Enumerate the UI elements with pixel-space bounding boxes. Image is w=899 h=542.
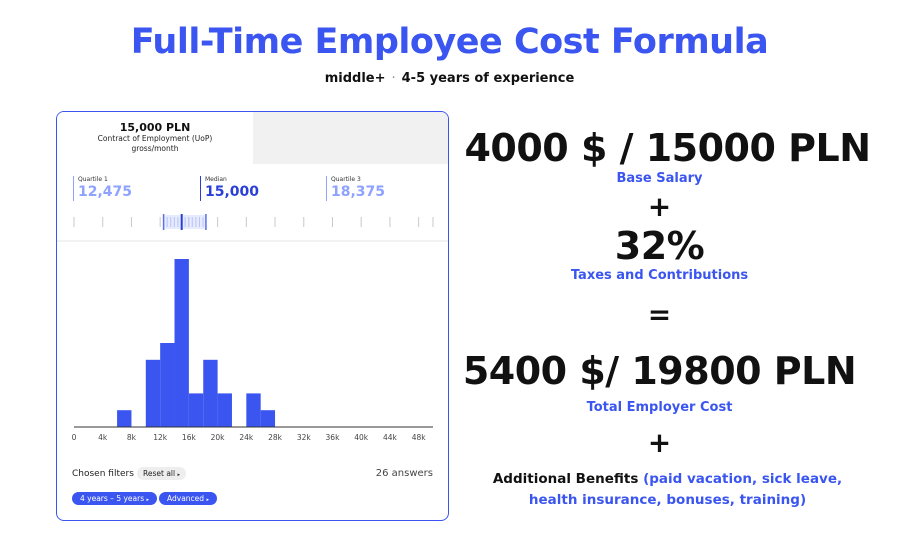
- histogram-bar: [117, 410, 132, 427]
- tab-basis: gross/month: [131, 144, 179, 153]
- x-tick-label: 12k: [153, 433, 168, 442]
- tab-price: 15,000 PLN: [119, 121, 191, 134]
- taxes-label: Taxes and Contributions: [570, 268, 749, 283]
- median-value: 15,000: [205, 184, 260, 200]
- x-tick-label: 32k: [297, 433, 312, 442]
- median-label: Median: [205, 176, 227, 183]
- experience-text: 4-5 years of experience: [401, 71, 575, 86]
- total-label: Total Employer Cost: [586, 400, 733, 415]
- histogram-bar: [174, 259, 189, 427]
- x-tick-label: 4k: [98, 433, 108, 442]
- chip-arrow-icon: ▸: [206, 497, 209, 503]
- quartile-1: Quartile 1 12,475: [73, 176, 132, 201]
- x-tick-label: 24k: [239, 433, 254, 442]
- chip-experience-label: 4 years – 5 years: [80, 494, 145, 503]
- benefits-detail-1: (paid vacation, sick leave,: [643, 471, 843, 487]
- dropdown-arrow-icon: ▸: [177, 472, 181, 478]
- x-tick-label: 16k: [182, 433, 197, 442]
- reset-label: Reset all: [143, 469, 176, 478]
- answers-count: 26 answers: [375, 468, 433, 479]
- benefits-detail-2: health insurance, bonuses, training): [528, 492, 807, 508]
- quartile-3-label: Quartile 3: [331, 176, 361, 183]
- quartile-3: Quartile 3 18,375: [326, 176, 385, 201]
- base-salary-label: Base Salary: [616, 171, 703, 186]
- taxes-value: 32%: [614, 224, 705, 268]
- filter-chip-level[interactable]: Advanced ▸: [159, 492, 217, 505]
- plus-sign-1: +: [647, 190, 672, 223]
- histogram-bar: [217, 393, 232, 427]
- chip-arrow-icon: ▸: [146, 497, 150, 503]
- tab-contract: Contract of Employment (UoP): [97, 134, 213, 143]
- x-tick-label: 44k: [383, 433, 398, 442]
- x-tick-label: 40k: [354, 433, 369, 442]
- x-tick-label: 20k: [211, 433, 226, 442]
- separator-dot: ·: [391, 71, 396, 86]
- x-tick-label: 28k: [268, 433, 283, 442]
- page-subtitle: middle+ · 4-5 years of experience: [0, 71, 899, 86]
- histogram-bar: [260, 410, 276, 427]
- chip-level-label: Advanced: [167, 494, 205, 503]
- x-tick-label: 0: [72, 433, 77, 442]
- histogram-bar: [145, 359, 161, 427]
- quartile-1-value: 12,475: [78, 184, 133, 200]
- quartile-median: Median 15,000: [200, 176, 259, 201]
- salary-histogram: 0 4k 8k 12k 16k 20k 24k 28k 32k 36k 40k 44k 48k: [57, 214, 448, 442]
- level-text: middle+: [324, 71, 386, 86]
- salary-card: 15,000 PLN Contract of Employment (UoP) …: [56, 111, 449, 521]
- tab-uop[interactable]: 15,000 PLN Contract of Employment (UoP) …: [57, 112, 253, 164]
- histogram-bar: [160, 343, 175, 427]
- benefits-text: Additional Benefits (paid vacation, sick…: [470, 469, 865, 511]
- x-tick-label: 36k: [326, 433, 341, 442]
- reset-all-button[interactable]: Reset all ▸: [137, 467, 187, 480]
- histogram-bar: [246, 393, 261, 427]
- histogram-bar: [203, 359, 218, 427]
- histogram-bar: [188, 393, 204, 427]
- base-salary-value: 4000 $ / 15000 PLN: [464, 126, 871, 170]
- x-tick-label: 48k: [412, 433, 427, 442]
- total-value: 5400 $/ 19800 PLN: [462, 349, 857, 393]
- quartile-1-label: Quartile 1: [78, 176, 108, 183]
- filter-chip-experience[interactable]: 4 years – 5 years ▸: [72, 492, 158, 505]
- x-tick-label: 8k: [127, 433, 137, 442]
- tab-other[interactable]: [253, 112, 448, 164]
- plus-sign-2: +: [647, 426, 672, 459]
- page-title: Full-Time Employee Cost Formula: [130, 22, 769, 62]
- filters-label: Chosen filters: [72, 469, 134, 479]
- benefits-lead: Additional Benefits: [492, 471, 639, 487]
- equals-sign: =: [647, 298, 672, 331]
- quartile-3-value: 18,375: [331, 184, 386, 200]
